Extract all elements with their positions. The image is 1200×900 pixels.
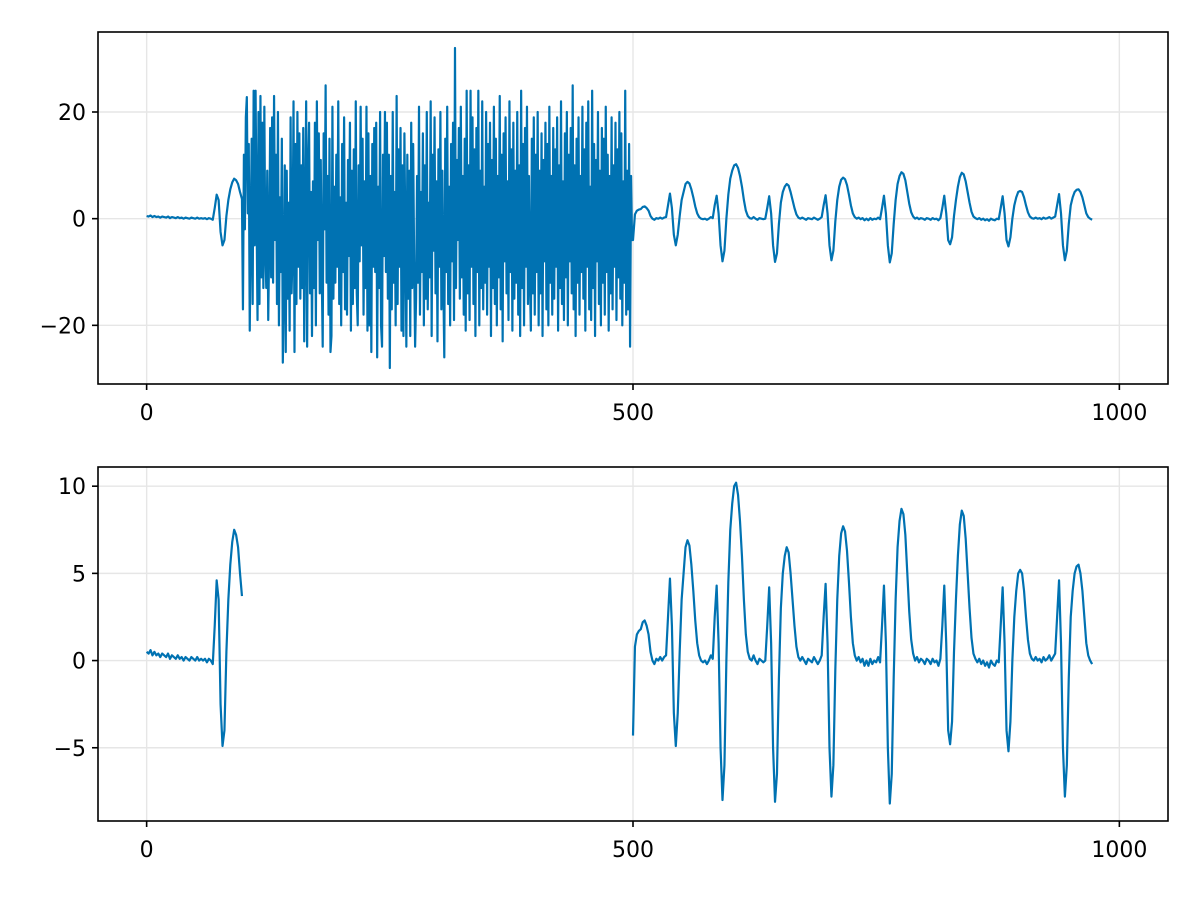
bottom-plot-x-tick-label: 0 (140, 838, 154, 863)
bottom-plot-y-tick-label: 0 (72, 650, 86, 675)
top-plot-x-tick-label: 0 (140, 401, 154, 426)
bottom-plot-ticks: 0 500 1000 −5 0 5 10 (54, 475, 1148, 863)
top-plot-y-tick-label: 0 (72, 208, 86, 233)
bottom-plot-x-tick-label: 500 (612, 838, 654, 863)
bottom-plot-grid (98, 467, 1168, 821)
bottom-plot-y-tick-label: 10 (58, 475, 86, 500)
bottom-plot-series-line (631, 481, 1094, 805)
top-plot: 0 500 1000 −20 0 20 (40, 31, 1169, 426)
bottom-plot: 0 500 1000 −5 0 5 10 (54, 466, 1169, 863)
bottom-plot-y-tick-label: 5 (72, 562, 86, 587)
top-plot-series (146, 46, 1093, 370)
top-plot-y-tick-label: −20 (40, 314, 86, 339)
bottom-plot-series (145, 481, 1094, 805)
top-plot-x-tick-label: 1000 (1091, 401, 1147, 426)
top-plot-x-tick-label: 500 (612, 401, 654, 426)
bottom-plot-series-line (145, 528, 244, 748)
bottom-plot-y-tick-label: −5 (54, 737, 86, 762)
top-plot-ticks: 0 500 1000 −20 0 20 (40, 101, 1148, 426)
top-plot-y-tick-label: 20 (58, 101, 86, 126)
bottom-plot-x-tick-label: 1000 (1091, 838, 1147, 863)
top-plot-series-line (146, 46, 1093, 370)
